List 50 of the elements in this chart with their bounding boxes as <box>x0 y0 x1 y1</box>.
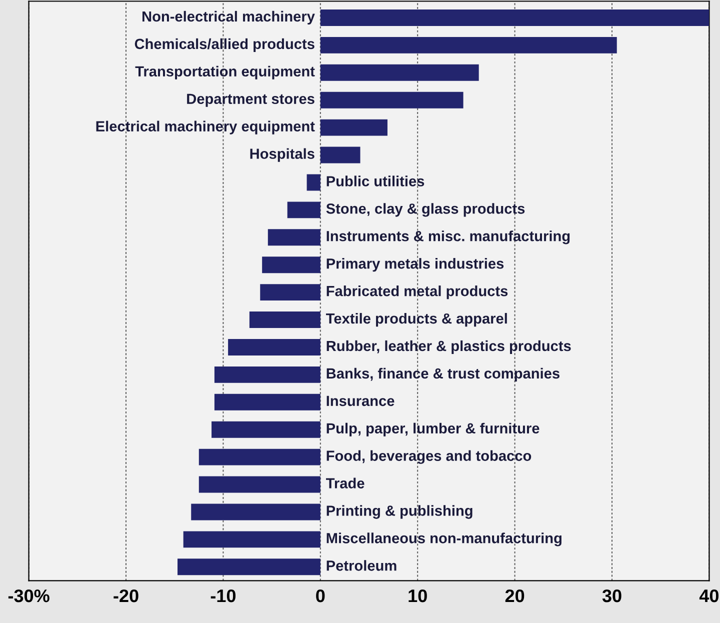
x-tick-label: -30% <box>8 589 50 602</box>
bar <box>320 146 360 164</box>
y-tick-label: Rubber, leather & plastics products <box>326 340 571 354</box>
bar <box>198 476 320 493</box>
y-tick-label: Miscellaneous non-manufacturing <box>326 532 562 546</box>
bar <box>320 119 388 136</box>
y-tick-label: Banks, finance & trust companies <box>326 368 560 382</box>
bar <box>260 284 320 301</box>
y-tick-label: Electrical machinery equipment <box>96 120 315 134</box>
bar <box>262 256 320 274</box>
bar <box>287 202 320 218</box>
y-tick-label: Insurance <box>326 396 394 406</box>
bar <box>320 64 479 81</box>
y-tick-label: Trade <box>326 478 364 488</box>
bar <box>320 36 617 54</box>
y-tick-label: Public utilities <box>326 176 424 186</box>
x-tick-label: 30 <box>602 589 622 602</box>
bar <box>214 394 320 410</box>
bar <box>212 421 320 438</box>
x-tick-label: 0 <box>316 589 325 602</box>
bar <box>268 229 320 246</box>
bar <box>191 504 320 520</box>
x-tick-label: 40 <box>699 589 718 602</box>
bar <box>183 531 320 548</box>
y-tick-label: Printing & publishing <box>326 505 472 519</box>
y-tick-label: Transportation equipment <box>135 66 315 80</box>
y-tick-label: Department stores <box>187 94 314 107</box>
x-tick-label: 20 <box>505 589 524 602</box>
bar <box>306 174 320 191</box>
y-tick-label: Food, beverages and tobacco <box>326 450 532 464</box>
bar <box>320 9 710 26</box>
y-tick-label: Chemicals/allied products <box>134 38 314 52</box>
bar <box>249 312 320 328</box>
y-tick-label: Stone, clay & glass products <box>326 203 525 217</box>
y-tick-label: Non-electrical machinery <box>142 10 315 25</box>
bar <box>228 338 320 356</box>
y-tick-label: Fabricated metal products <box>326 286 508 300</box>
x-tick-label: -20 <box>114 589 138 602</box>
bar <box>178 558 320 576</box>
bar <box>214 366 320 383</box>
bar <box>198 448 320 466</box>
y-tick-label: Textile products & apparel <box>326 312 507 327</box>
y-tick-label: Primary metals industries <box>326 258 504 272</box>
y-tick-label: Instruments & misc. manufacturing <box>326 230 570 244</box>
bar <box>320 92 464 108</box>
y-tick-label: Petroleum <box>326 560 396 571</box>
y-tick-label: Pulp, paper, lumber & furniture <box>326 422 540 436</box>
y-tick-label: Hospitals <box>250 148 314 162</box>
x-tick-label: 10 <box>408 589 427 602</box>
x-tick-label: -10 <box>210 589 236 602</box>
